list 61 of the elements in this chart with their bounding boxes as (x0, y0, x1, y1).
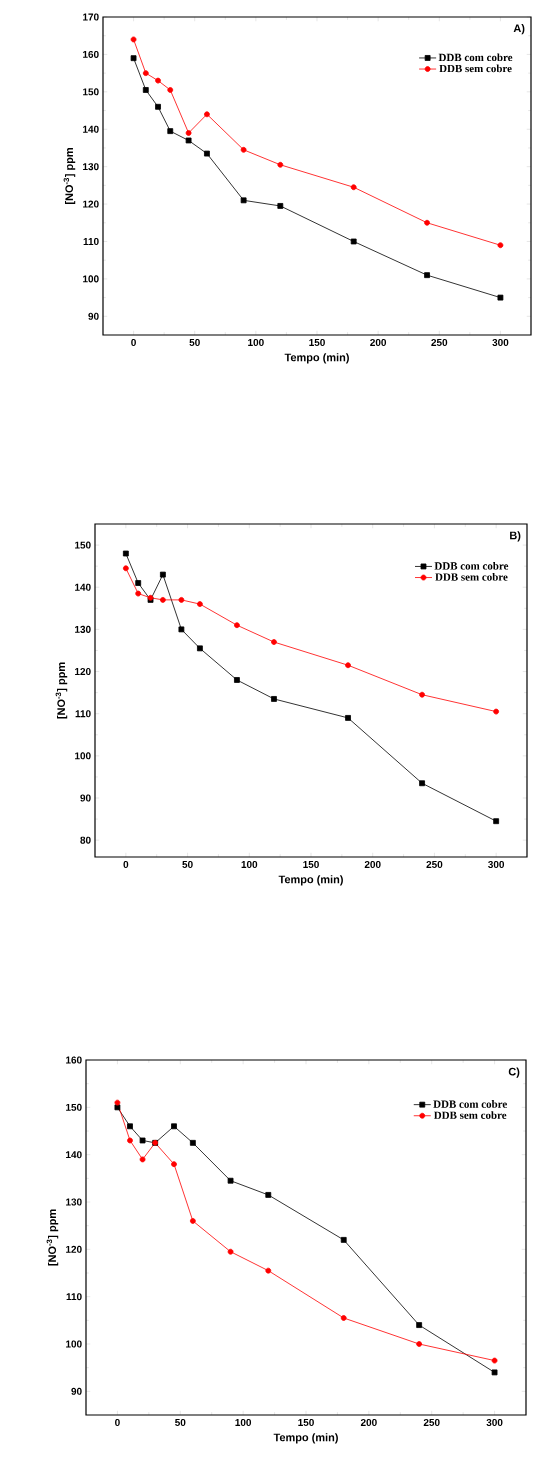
legend-label: DDB sem cobre (435, 573, 508, 581)
x-tick-label: 300 (488, 860, 505, 868)
y-tick-label: 120 (75, 668, 91, 676)
y-tick-label: 110 (83, 237, 99, 246)
x-tick-label: 250 (423, 1418, 440, 1426)
x-tick-label: 250 (426, 860, 443, 868)
y-tick-label: 130 (75, 625, 91, 633)
y-tick-label: 100 (75, 752, 91, 760)
x-axis-title: Tempo (min) (273, 1433, 338, 1444)
y-tick-label: 160 (83, 50, 99, 58)
x-tick-label: 150 (298, 1418, 314, 1426)
x-axis-title: Tempo (min) (278, 875, 343, 886)
y-tick-label: 160 (66, 1056, 82, 1064)
legend-label: DDB com cobre (438, 53, 513, 62)
y-tick-label: 150 (83, 88, 99, 96)
x-tick-label: 0 (115, 1418, 120, 1426)
y-tick-label: 130 (66, 1198, 82, 1206)
legend-label: DDB com cobre (434, 561, 509, 570)
y-tick-label: 80 (80, 836, 91, 844)
y-tick-label: 140 (75, 583, 91, 591)
x-tick-label: 150 (309, 338, 325, 346)
y-tick-label: 110 (66, 1293, 82, 1301)
x-tick-label: 200 (360, 1418, 377, 1426)
x-tick-label: 250 (431, 338, 448, 346)
y-tick-label: 90 (88, 312, 99, 320)
y-tick-label: 120 (66, 1245, 82, 1253)
y-tick-label: 100 (66, 1340, 82, 1348)
y-tick-label: 140 (83, 125, 99, 133)
annotation: C) (508, 1067, 520, 1078)
y-axis-title: [NO$^{-3}$] ppm (46, 1209, 59, 1266)
y-tick-label: 90 (80, 794, 91, 802)
x-tick-label: 300 (486, 1418, 503, 1426)
y-tick-label: 100 (83, 275, 99, 283)
y-tick-label: 140 (66, 1151, 82, 1159)
x-tick-label: 200 (370, 338, 387, 346)
x-tick-label: 100 (241, 860, 258, 868)
x-tick-label: 0 (131, 338, 136, 346)
y-tick-label: 130 (83, 163, 99, 171)
x-tick-label: 50 (175, 1418, 186, 1426)
annotation: A) (513, 24, 525, 35)
y-tick-label: 150 (66, 1103, 82, 1111)
x-axis-title: Tempo (min) (284, 353, 349, 364)
x-tick-label: 50 (182, 860, 193, 868)
x-tick-label: 0 (123, 860, 129, 868)
y-tick-label: 120 (83, 200, 99, 208)
annotation: B) (510, 531, 521, 542)
legend-label: DDB sem cobre (433, 1111, 507, 1119)
legend-label: DDB sem cobre (439, 64, 512, 73)
y-axis-title: [NO$^{-3}$] ppm (55, 662, 68, 719)
x-tick-label: 200 (364, 860, 381, 868)
x-tick-label: 100 (248, 338, 264, 346)
y-axis-title: [NO$^{-3}$] ppm (63, 148, 76, 205)
x-tick-label: 50 (189, 338, 200, 346)
y-tick-label: 90 (71, 1387, 82, 1395)
x-tick-label: 300 (492, 338, 509, 346)
y-tick-label: 170 (83, 13, 99, 21)
x-tick-label: 150 (303, 860, 319, 868)
legend-label: DDB com cobre (433, 1100, 507, 1108)
y-tick-label: 150 (75, 541, 91, 549)
y-tick-label: 110 (75, 710, 91, 718)
x-tick-label: 100 (235, 1418, 252, 1426)
